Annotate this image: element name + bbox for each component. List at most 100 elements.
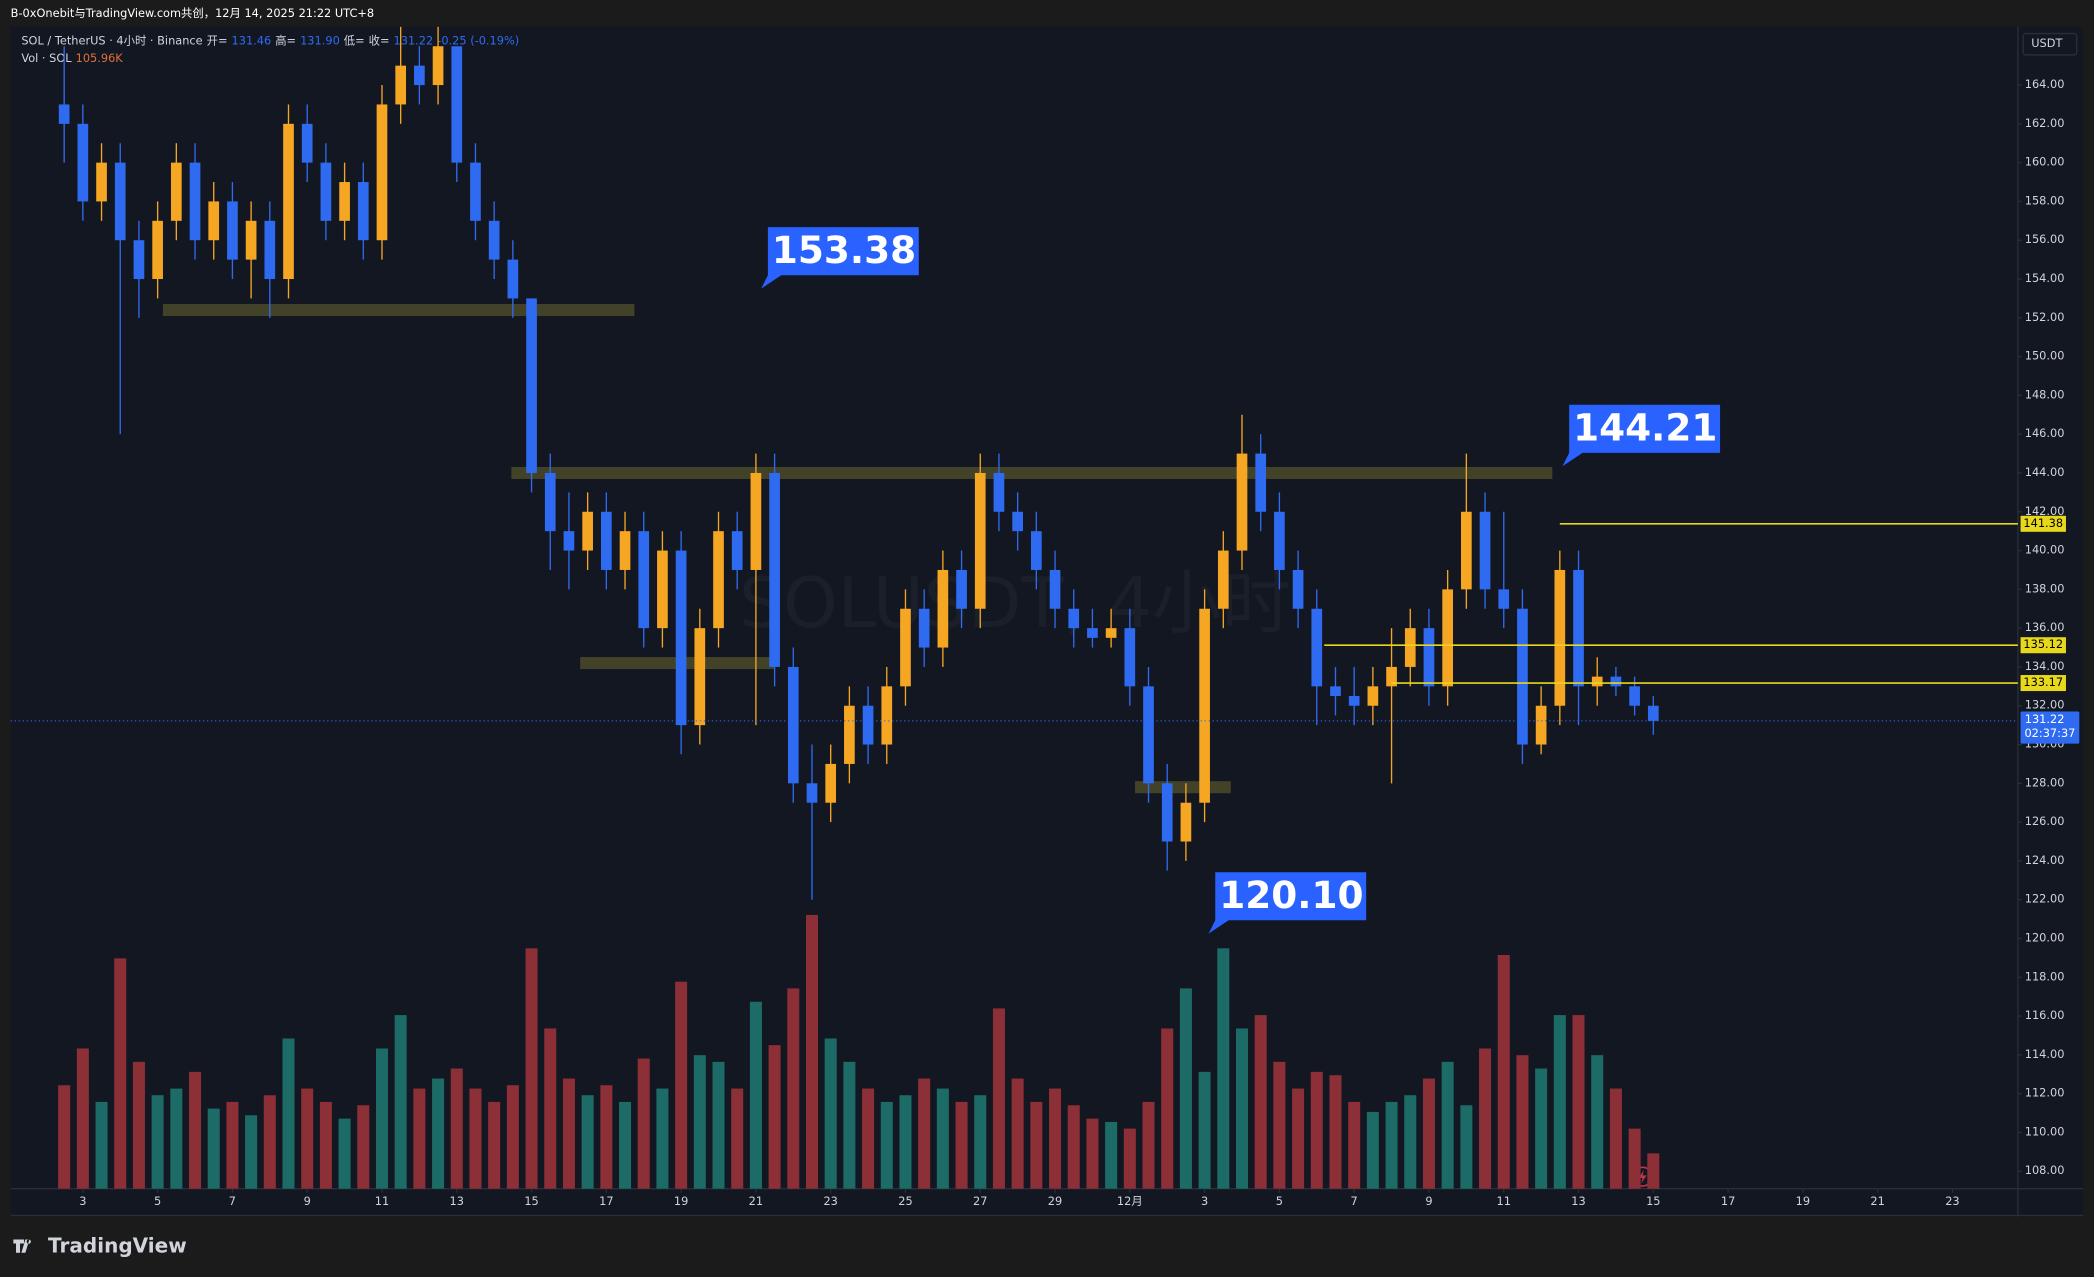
price-line-label-box <box>2020 637 2066 654</box>
x-tick-label: 17 <box>1721 1194 1735 1208</box>
y-tick-label: 128.00 <box>2025 775 2065 789</box>
right-margin <box>2083 26 2094 1217</box>
volume-bar <box>787 988 800 1189</box>
x-tick-label: 15 <box>524 1194 538 1208</box>
volume-bar <box>1273 1061 1286 1189</box>
candle-body <box>208 201 220 241</box>
candle-body <box>1330 686 1341 697</box>
zone <box>162 304 635 317</box>
legend-open: 131.46 <box>232 34 272 48</box>
volume-bar <box>1479 1048 1492 1189</box>
candle-body <box>713 531 724 629</box>
candle-body <box>320 162 332 221</box>
volume-bar <box>1628 1128 1641 1189</box>
candle-body <box>376 104 388 241</box>
y-tick-label: 120.00 <box>2025 930 2065 944</box>
x-tick-label: 19 <box>1796 1194 1810 1208</box>
candle-body <box>58 104 70 124</box>
volume-bar <box>955 1101 968 1189</box>
candle-body <box>357 182 369 241</box>
candle-body <box>470 162 481 221</box>
x-tick-label: 9 <box>1425 1194 1432 1208</box>
volume-bar <box>95 1101 108 1189</box>
y-tick-label: 112.00 <box>2025 1086 2065 1100</box>
y-tick-label: 136.00 <box>2025 620 2065 634</box>
candle-body <box>1479 511 1491 590</box>
y-tick-label: 164.00 <box>2025 77 2065 91</box>
candle-body <box>1105 628 1117 638</box>
legend-change: -0.25 (-0.19%) <box>437 34 519 48</box>
volume-bar <box>1030 1101 1043 1189</box>
candle-body <box>638 531 650 629</box>
volume-bar <box>1067 1105 1080 1189</box>
x-tick-label: 7 <box>229 1194 236 1208</box>
candle-body <box>301 123 313 163</box>
candle-body <box>245 220 257 260</box>
price-line-label: 135.12 <box>2023 637 2063 651</box>
candle-body <box>526 298 537 473</box>
y-tick-label: 158.00 <box>2025 193 2065 207</box>
candle-body <box>1068 608 1080 629</box>
price-line-label-box <box>2020 515 2066 532</box>
candle-body <box>993 472 1005 512</box>
candle-body <box>918 608 930 648</box>
candle-body <box>862 705 874 745</box>
logo-icon <box>13 1239 31 1253</box>
volume-bar <box>263 1095 276 1189</box>
x-tick-label: 21 <box>749 1194 763 1208</box>
candle-body <box>787 666 799 784</box>
volume-bar <box>506 1085 519 1189</box>
y-tick-label: 146.00 <box>2025 426 2065 440</box>
x-tick-label: 3 <box>79 1194 86 1208</box>
y-tick-label: 150.00 <box>2025 349 2065 363</box>
volume-bar <box>1404 1095 1417 1189</box>
candle-body <box>937 569 949 648</box>
y-tick-label: 124.00 <box>2025 853 2065 867</box>
volume-bar <box>189 1071 202 1189</box>
candle-body <box>1217 550 1229 609</box>
candle-body <box>114 162 126 241</box>
candle-body <box>77 123 89 202</box>
x-tick-label: 5 <box>154 1194 161 1208</box>
candle-body <box>1554 569 1566 706</box>
top-bar <box>0 0 2094 27</box>
candle-body <box>1404 628 1416 667</box>
candle-body <box>1517 608 1528 745</box>
volume-bar <box>749 1001 762 1189</box>
x-tick-label: 15 <box>1646 1194 1660 1208</box>
volume-bar <box>581 1095 594 1189</box>
candle-body <box>900 608 911 687</box>
candle-body <box>1236 453 1248 551</box>
volume-bar <box>1105 1121 1118 1189</box>
candle-body <box>1049 569 1061 609</box>
candle-body <box>844 705 855 764</box>
volume-bar <box>151 1095 164 1189</box>
volume-bar <box>301 1088 314 1189</box>
volume-bar <box>1179 988 1192 1189</box>
volume-bar <box>1049 1088 1062 1189</box>
candle-body <box>1629 686 1640 706</box>
volume-bar <box>562 1078 575 1189</box>
y-tick-label: 132.00 <box>2025 698 2065 712</box>
volume-bar <box>170 1088 183 1189</box>
volume-bar <box>656 1088 669 1189</box>
volume-bar <box>114 958 127 1189</box>
currency-box <box>2022 32 2078 56</box>
candle-body <box>1535 705 1547 745</box>
y-tick-label: 110.00 <box>2025 1124 2065 1138</box>
candle-body <box>152 220 163 280</box>
volume-bar <box>1235 1028 1249 1189</box>
bottom-bar <box>0 1216 2094 1277</box>
candle-body <box>1031 531 1042 570</box>
candle-body <box>189 162 201 241</box>
candle-body <box>1647 705 1659 721</box>
volume-bar <box>1123 1128 1136 1189</box>
volume-bar <box>862 1088 875 1189</box>
x-tick-label: 11 <box>1497 1194 1511 1208</box>
x-tick-label: 12月 <box>1117 1194 1143 1208</box>
volume-bar <box>1217 948 1230 1189</box>
volume-bar <box>1591 1055 1604 1189</box>
current-price-label: 131.22 <box>2025 712 2065 726</box>
